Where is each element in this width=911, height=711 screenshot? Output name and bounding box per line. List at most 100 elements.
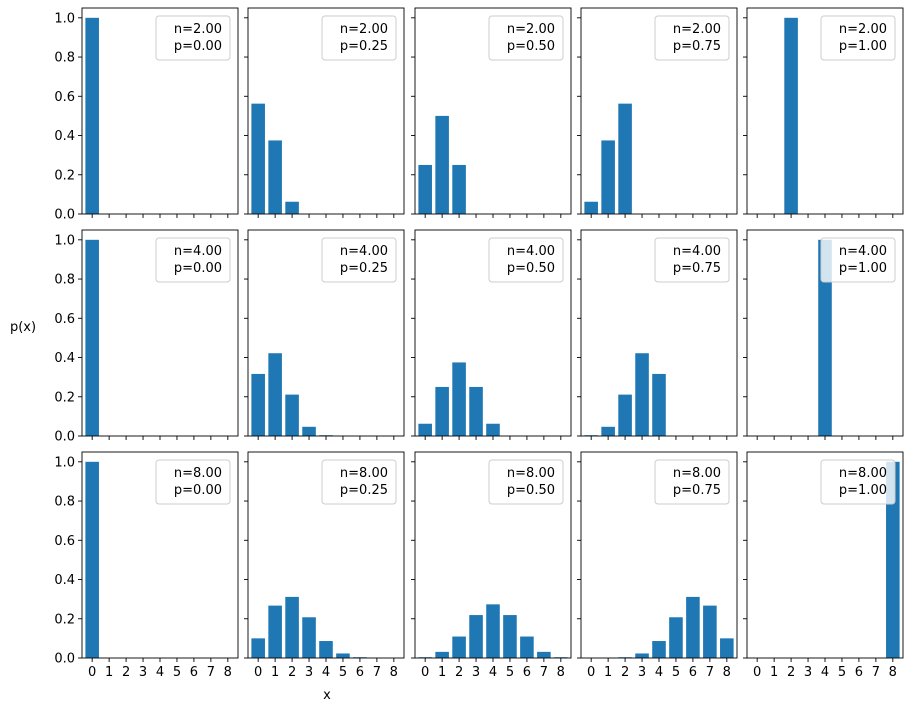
- panel-n8.00-p0.25: 0 1 2 3 4 5 6 7 8 n=8.00 p=0.25: [244, 451, 405, 680]
- bar-x2: [784, 17, 798, 215]
- bar-x1: [601, 140, 615, 214]
- bar-x0: [418, 164, 432, 214]
- bar-x8: [720, 638, 734, 658]
- legend-box: [155, 237, 231, 283]
- panel-n4.00-p1.00: n=4.00 p=1.00: [743, 229, 904, 440]
- y-tick-label: 0.2: [54, 390, 75, 405]
- legend-box: [654, 15, 730, 61]
- legend-box: [321, 459, 397, 505]
- x-tick-label: 4: [821, 665, 829, 680]
- x-tick-label: 2: [787, 665, 795, 680]
- legend-box: [488, 459, 564, 505]
- x-tick-label: 3: [305, 665, 313, 680]
- legend-n-label: n=4.00: [340, 244, 388, 259]
- x-tick-label: 3: [139, 665, 147, 680]
- y-tick-label: 0.6: [54, 90, 75, 105]
- bar-x6: [686, 596, 700, 658]
- bar-x1: [435, 115, 449, 214]
- bar-x2: [618, 394, 632, 436]
- x-tick-label: 3: [804, 665, 812, 680]
- x-tick-label: 5: [672, 665, 680, 680]
- bar-x0: [251, 638, 265, 658]
- bar-x0: [584, 201, 598, 214]
- panel-n8.00-p0.75: 0 1 2 3 4 5 6 7 8 n=8.00 p=0.75: [577, 451, 738, 680]
- y-tick-label: 0.0: [54, 652, 75, 667]
- bar-x3: [635, 653, 649, 658]
- legend-box: [321, 15, 397, 61]
- bar-x3: [469, 386, 483, 436]
- bar-x8: [886, 461, 900, 658]
- y-tick-label: 1.0: [54, 11, 75, 26]
- x-tick-label: 8: [390, 665, 398, 680]
- legend-n-label: n=4.00: [174, 244, 222, 259]
- bar-x0: [85, 17, 99, 215]
- bar-x4: [652, 373, 666, 436]
- x-tick-label: 3: [472, 665, 480, 680]
- x-tick-label: 1: [271, 665, 279, 680]
- bar-x1: [268, 605, 282, 658]
- legend-n-label: n=8.00: [340, 466, 388, 481]
- bar-x1: [435, 386, 449, 436]
- legend-p-label: p=0.50: [507, 483, 555, 498]
- y-tick-label: 0.6: [54, 534, 75, 549]
- x-tick-label: 1: [770, 665, 778, 680]
- legend-n-label: n=4.00: [839, 244, 887, 259]
- panel-n2.00-p0.75: n=2.00 p=0.75: [577, 7, 738, 218]
- bar-x5: [503, 615, 517, 658]
- panels-group: 0.0 0.2 0.4 0.6 0.8 1.0 n=2.00 p=0.00 n=2.00 p=0.…: [54, 7, 904, 680]
- legend-p-label: p=0.75: [673, 483, 721, 498]
- x-tick-label: 7: [872, 665, 880, 680]
- x-tick-label: 6: [855, 665, 863, 680]
- bar-x4: [486, 604, 500, 658]
- legend-box: [820, 237, 896, 283]
- x-tick-label: 6: [523, 665, 531, 680]
- x-tick-label: 5: [339, 665, 347, 680]
- bar-x4: [486, 423, 500, 436]
- bar-x0: [85, 239, 99, 436]
- legend-p-label: p=0.00: [174, 261, 222, 276]
- x-tick-label: 5: [506, 665, 514, 680]
- legend-p-label: p=0.25: [340, 261, 388, 276]
- legend-box: [488, 237, 564, 283]
- bar-x2: [452, 164, 466, 214]
- legend-box: [820, 15, 896, 61]
- legend-p-label: p=1.00: [839, 261, 887, 276]
- legend-p-label: p=0.25: [340, 483, 388, 498]
- bar-x2: [285, 596, 299, 658]
- legend-p-label: p=1.00: [839, 39, 887, 54]
- y-axis-label: p(x): [10, 320, 36, 335]
- bar-x2: [618, 103, 632, 214]
- y-tick-label: 1.0: [54, 455, 75, 470]
- bar-x3: [635, 353, 649, 436]
- x-tick-label: 3: [638, 665, 646, 680]
- bar-x0: [418, 423, 432, 436]
- panel-n4.00-p0.00: 0.0 0.2 0.4 0.6 0.8 1.0 n=4.00 p=0.00: [54, 229, 239, 445]
- x-tick-label: 4: [156, 665, 164, 680]
- x-tick-label: 8: [889, 665, 897, 680]
- bar-x5: [669, 617, 683, 658]
- y-tick-label: 0.4: [54, 129, 75, 144]
- legend-p-label: p=0.50: [507, 39, 555, 54]
- legend-n-label: n=4.00: [673, 244, 721, 259]
- bar-x7: [537, 651, 551, 658]
- bar-x5: [336, 653, 350, 658]
- legend-n-label: n=2.00: [340, 22, 388, 37]
- x-tick-label: 1: [105, 665, 113, 680]
- legend-p-label: p=0.75: [673, 39, 721, 54]
- bar-x4: [818, 239, 832, 436]
- x-tick-label: 4: [322, 665, 330, 680]
- x-tick-label: 2: [288, 665, 296, 680]
- y-tick-label: 0.4: [54, 573, 75, 588]
- y-tick-label: 0.2: [54, 168, 75, 183]
- x-tick-label: 1: [604, 665, 612, 680]
- legend-box: [488, 15, 564, 61]
- x-tick-label: 4: [655, 665, 663, 680]
- bar-x1: [435, 651, 449, 658]
- y-tick-label: 0.8: [54, 495, 75, 510]
- x-tick-label: 0: [254, 665, 262, 680]
- legend-box: [654, 237, 730, 283]
- x-tick-label: 6: [689, 665, 697, 680]
- panel-n2.00-p0.50: n=2.00 p=0.50: [411, 7, 572, 218]
- bar-x6: [520, 636, 534, 658]
- x-axis-label: x: [323, 688, 331, 703]
